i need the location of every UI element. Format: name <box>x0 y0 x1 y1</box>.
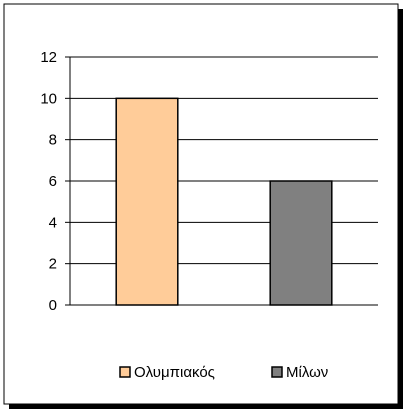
y-tick-label: 0 <box>49 297 57 314</box>
chart-border <box>3 3 399 405</box>
y-tick-labels: 0 2 4 6 8 10 12 <box>40 49 57 314</box>
legend-swatch-1 <box>119 366 131 378</box>
legend-label-1: Ολυμπιακός <box>134 364 215 381</box>
y-tick-label: 2 <box>49 256 57 273</box>
bar-2 <box>269 180 333 306</box>
bars <box>115 97 333 306</box>
bar-1 <box>115 97 179 306</box>
y-tick-label: 12 <box>40 49 57 66</box>
y-tick-label: 8 <box>49 132 57 149</box>
y-tick-label: 10 <box>40 90 57 107</box>
y-tick-label: 4 <box>49 214 57 231</box>
legend-swatch-2 <box>271 366 283 378</box>
y-tick-label: 6 <box>49 173 57 190</box>
legend-label-2: Μίλων <box>286 364 328 381</box>
legend: Ολυμπιακός Μίλων <box>119 364 328 381</box>
